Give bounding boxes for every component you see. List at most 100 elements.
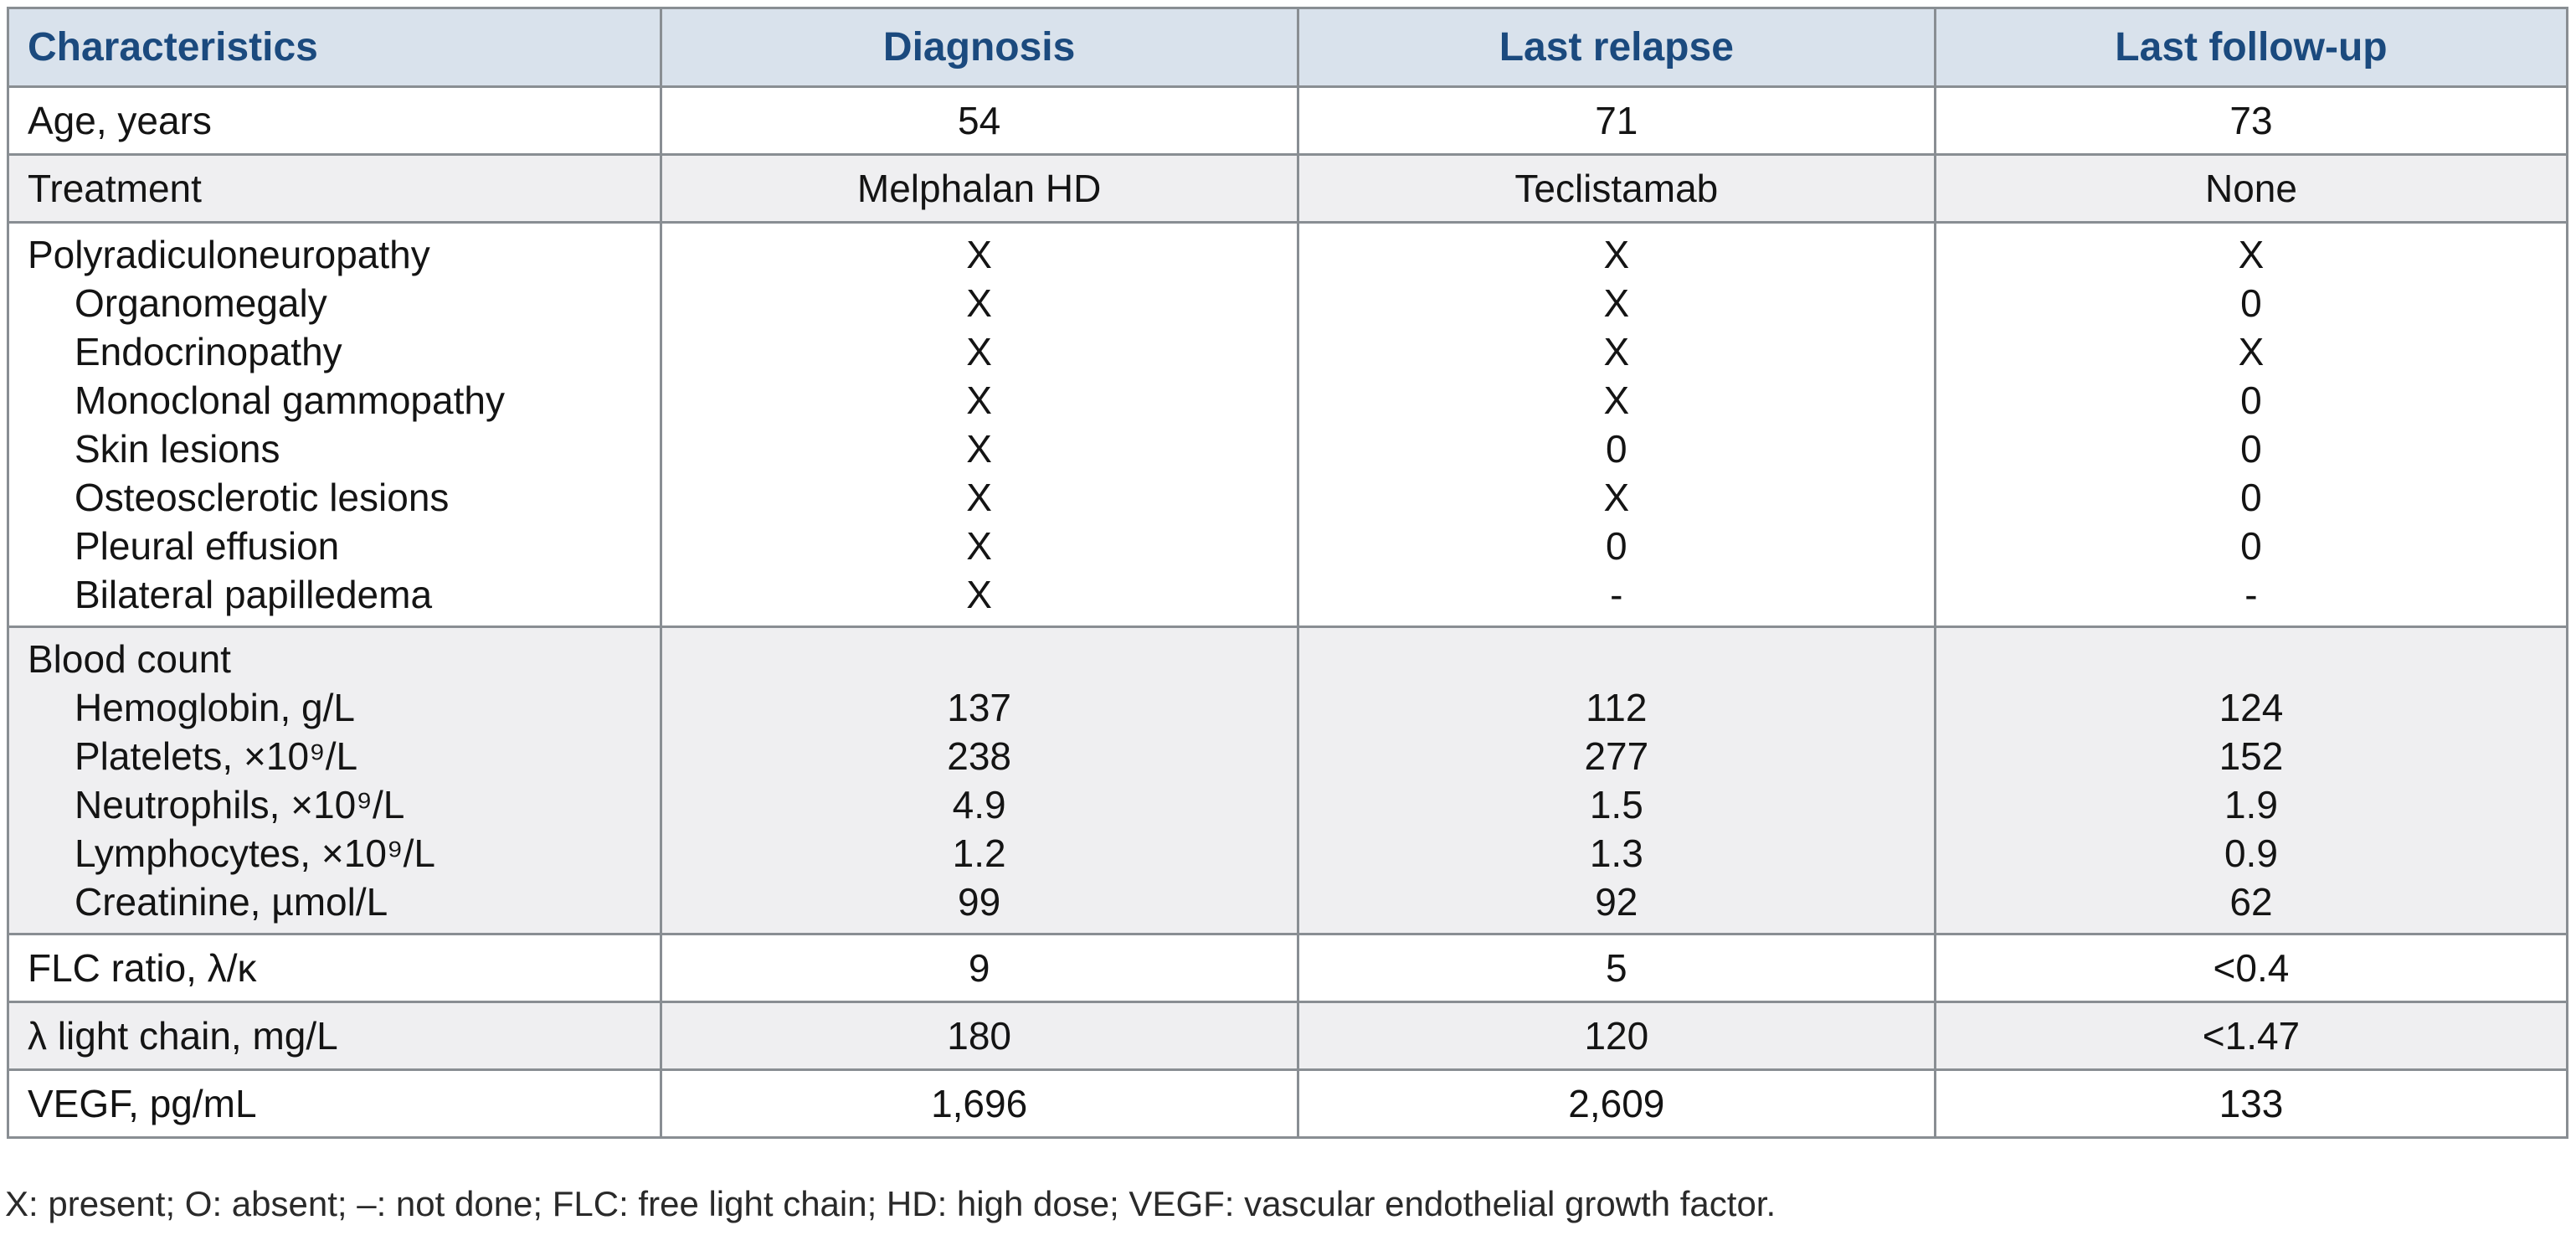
cell-value: 1,696 [931, 1082, 1028, 1125]
cell-value: X [1603, 233, 1630, 276]
characteristics-table: Characteristics Diagnosis Last relapse L… [7, 7, 2569, 1139]
value-cell: 54 [659, 85, 1299, 156]
table-row: VEGF, pg/mL 1,696 2,609 133 [7, 1068, 2569, 1139]
row-label: Treatment [28, 167, 202, 210]
row-label-cell: Blood count Hemoglobin, g/L Platelets, ×10… [7, 626, 662, 935]
cell-value: 0.9 [2224, 831, 2278, 875]
cell-value: 238 [947, 734, 1011, 778]
header-row: Characteristics Diagnosis Last relapse L… [7, 7, 2569, 88]
column-header-characteristics: Characteristics [7, 7, 662, 88]
cell-value: X [966, 233, 992, 276]
cell-value: <1.47 [2202, 1014, 2301, 1058]
cell-value: X [966, 281, 992, 325]
table-row: Blood count Hemoglobin, g/L Platelets, ×10… [7, 626, 2569, 935]
value-cell: 9 [659, 933, 1299, 1003]
value-cell: 120 [1296, 1001, 1936, 1071]
cell-value: 5 [1606, 946, 1627, 990]
value-cell: 2,609 [1296, 1068, 1936, 1139]
row-label-cell: Polyradiculoneuropathy Organomegaly Endocr… [7, 221, 662, 628]
cell-value: - [1610, 573, 1623, 616]
cell-value: 124 [2219, 686, 2284, 729]
column-header-diagnosis: Diagnosis [659, 7, 1299, 88]
cell-value: X [2238, 330, 2265, 373]
cell-value: Melphalan HD [856, 167, 1102, 210]
table-row: Treatment Melphalan HD Teclistamab None [7, 153, 2569, 224]
cell-value: 0 [2240, 281, 2262, 325]
cell-value: X [966, 378, 992, 422]
cell-value: 0 [1606, 427, 1627, 471]
cell-value: X [966, 330, 992, 373]
cell-value: X [1603, 330, 1630, 373]
row-label-cell: λ light chain, mg/L [7, 1001, 662, 1071]
row-label: λ light chain, mg/L [28, 1014, 338, 1058]
value-cell: 133 [1933, 1068, 2569, 1139]
cell-value: X [2238, 233, 2265, 276]
row-label: Osteosclerotic lesions [75, 476, 450, 519]
cell-value: 0 [1606, 524, 1627, 568]
row-label: Platelets, ×10⁹/L [75, 734, 358, 778]
cell-value: 1.3 [1589, 831, 1643, 875]
table-row: Age, years 54 71 73 [7, 85, 2569, 156]
row-label-cell: FLC ratio, λ/κ [7, 933, 662, 1003]
row-label: Skin lesions [75, 427, 280, 471]
value-cell: None [1933, 153, 2569, 224]
table-body: Age, years 54 71 73 Treatment Melphalan HD Tec… [7, 85, 2569, 1139]
value-cell: 124 152 1.9 0.9 62 [1933, 626, 2569, 935]
value-cell: Melphalan HD [659, 153, 1299, 224]
cell-value: 92 [1595, 880, 1638, 924]
row-label: FLC ratio, λ/κ [28, 946, 257, 990]
cell-value: X [966, 573, 992, 616]
row-label: Bilateral papilledema [75, 573, 433, 616]
cell-value: 0 [2240, 476, 2262, 519]
cell-value: 152 [2219, 734, 2284, 778]
cell-value: None [2204, 167, 2297, 210]
column-header-last-relapse: Last relapse [1296, 7, 1936, 88]
cell-value: 1.5 [1589, 783, 1643, 826]
table-footnote: X: present; O: absent; –: not done; FLC:… [5, 1184, 1776, 1223]
row-label: Age, years [28, 99, 212, 142]
row-label: Pleural effusion [75, 524, 340, 568]
cell-value: 0 [2240, 378, 2262, 422]
row-label: Monoclonal gammopathy [75, 378, 505, 422]
row-label: Polyradiculoneuropathy [28, 233, 430, 276]
cell-value: 73 [2229, 99, 2273, 142]
cell-value: 4.9 [952, 783, 1006, 826]
table-row: FLC ratio, λ/κ 9 5 <0.4 [7, 933, 2569, 1003]
cell-value: 71 [1595, 99, 1638, 142]
cell-value: X [966, 524, 992, 568]
value-cell: 180 [659, 1001, 1299, 1071]
value-cell: X 0 X 0 0 0 0 - [1933, 221, 2569, 628]
cell-value: 0 [2240, 427, 2262, 471]
value-cell: 71 [1296, 85, 1936, 156]
cell-value: X [1603, 281, 1630, 325]
cell-value: X [966, 427, 992, 471]
value-cell: 1,696 [659, 1068, 1299, 1139]
cell-value: 1.2 [952, 831, 1006, 875]
row-label: Neutrophils, ×10⁹/L [75, 783, 405, 826]
row-label: Endocrinopathy [75, 330, 342, 373]
row-label: Creatinine, µmol/L [75, 880, 388, 924]
row-label: Blood count [28, 637, 231, 681]
cell-value: 180 [947, 1014, 1011, 1058]
cell-value: 277 [1584, 734, 1649, 778]
value-cell: 137 238 4.9 1.2 99 [659, 626, 1299, 935]
row-label: Organomegaly [75, 281, 327, 325]
cell-value: 9 [968, 946, 990, 990]
cell-value [1936, 635, 2566, 683]
cell-value: 133 [2219, 1082, 2284, 1125]
row-label: Hemoglobin, g/L [75, 686, 355, 729]
cell-value: 137 [947, 686, 1011, 729]
cell-value: X [1603, 378, 1630, 422]
value-cell: <0.4 [1933, 933, 2569, 1003]
table-row: λ light chain, mg/L 180 120 <1.47 [7, 1001, 2569, 1071]
value-cell: 73 [1933, 85, 2569, 156]
cell-value: 2,609 [1568, 1082, 1665, 1125]
cell-value: - [2244, 573, 2258, 616]
cell-value: 99 [958, 880, 1001, 924]
row-label-cell: Treatment [7, 153, 662, 224]
value-cell: 112 277 1.5 1.3 92 [1296, 626, 1936, 935]
value-cell: <1.47 [1933, 1001, 2569, 1071]
row-label-cell: VEGF, pg/mL [7, 1068, 662, 1139]
